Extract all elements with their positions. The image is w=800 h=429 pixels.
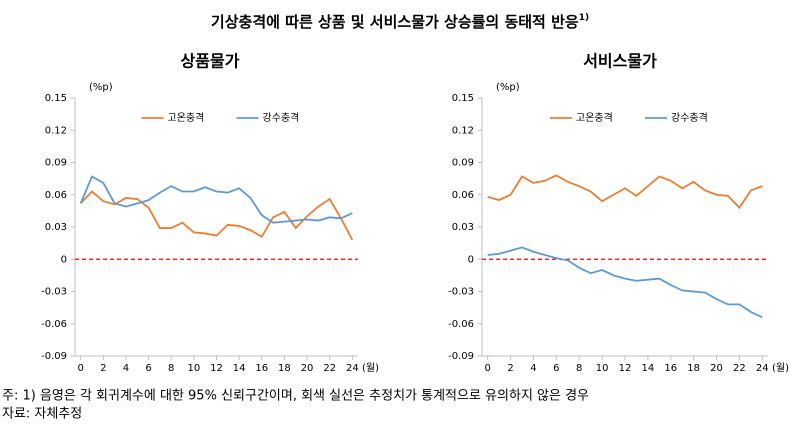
y-tick-label: -0.09 <box>41 351 67 362</box>
x-tick-label: 18 <box>278 363 291 374</box>
subplot-title: 서비스물가 <box>583 52 657 71</box>
series-line <box>79 175 353 224</box>
y-tick-label: 0.15 <box>452 93 474 104</box>
y-tick-label: 0 <box>468 254 474 265</box>
x-tick-label: 22 <box>733 363 746 374</box>
x-tick-label: 22 <box>323 363 336 374</box>
x-tick-label: 10 <box>596 363 609 374</box>
y-tick-label: -0.06 <box>41 319 67 330</box>
x-tick-label: 12 <box>210 363 223 374</box>
y-tick-label: -0.03 <box>448 287 474 298</box>
x-tick-label: 4 <box>123 363 129 374</box>
y-tick-label: 0.06 <box>452 190 474 201</box>
x-tick-label: 16 <box>255 363 268 374</box>
y-tick-label: -0.06 <box>448 319 474 330</box>
y-tick-label: 0.09 <box>45 158 67 169</box>
y-tick-label: 0.09 <box>452 158 474 169</box>
y-tick-label: -0.09 <box>448 351 474 362</box>
x-tick-label: 6 <box>553 363 559 374</box>
x-tick-label: 4 <box>530 363 536 374</box>
y-tick-label: 0.12 <box>45 125 67 136</box>
x-tick-label: 2 <box>507 363 513 374</box>
x-tick-label: 10 <box>187 363 200 374</box>
x-tick-label: 8 <box>576 363 582 374</box>
x-tick-label: 16 <box>664 363 677 374</box>
x-axis-label: (월) <box>362 362 379 374</box>
x-tick-label: 24 <box>346 363 359 374</box>
note: 자료: 자체추정 <box>2 407 82 422</box>
legend-label: 고온충격 <box>576 111 613 124</box>
legend-label: 고온충격 <box>168 111 205 124</box>
legend-label: 강수충격 <box>263 111 300 124</box>
legend-label: 강수충격 <box>671 111 708 124</box>
x-tick-label: 8 <box>168 363 174 374</box>
y-tick-label: 0.15 <box>45 93 67 104</box>
title-text: 기상충격에 따른 상품 및 서비스물가 상승률의 동태적 반응 <box>211 13 579 31</box>
x-tick-label: 20 <box>301 363 314 374</box>
x-tick-label: 12 <box>619 363 632 374</box>
title-sup: 1) <box>579 13 589 23</box>
x-tick-label: 2 <box>100 363 106 374</box>
x-tick-label: 14 <box>233 363 246 374</box>
x-tick-label: 0 <box>77 363 83 374</box>
series-line <box>487 246 763 319</box>
y-tick-label: 0 <box>61 254 67 265</box>
y-tick-label: 0.06 <box>45 190 67 201</box>
y-tick-label: 0.12 <box>452 125 474 136</box>
x-tick-label: 0 <box>485 363 491 374</box>
x-tick-label: 24 <box>756 363 769 374</box>
y-tick-label: 0.03 <box>452 222 474 233</box>
series-line <box>80 190 354 241</box>
y-axis-label: (%p) <box>496 82 520 93</box>
x-tick-label: 6 <box>145 363 151 374</box>
y-axis-label: (%p) <box>89 82 113 93</box>
x-tick-label: 20 <box>710 363 723 374</box>
x-tick-label: 14 <box>642 363 655 374</box>
figure-title: 기상충격에 따른 상품 및 서비스물가 상승률의 동태적 반응1) <box>211 13 589 31</box>
subplot-title: 상품물가 <box>181 52 240 71</box>
note: 주: 1) 음영은 각 회귀계수에 대한 95% 신뢰구간이며, 회색 실선은 … <box>2 389 589 404</box>
y-tick-label: 0.03 <box>45 222 67 233</box>
x-axis-label: (월) <box>772 362 789 374</box>
x-tick-label: 18 <box>687 363 700 374</box>
series-line <box>487 174 763 210</box>
y-tick-label: -0.03 <box>41 287 67 298</box>
